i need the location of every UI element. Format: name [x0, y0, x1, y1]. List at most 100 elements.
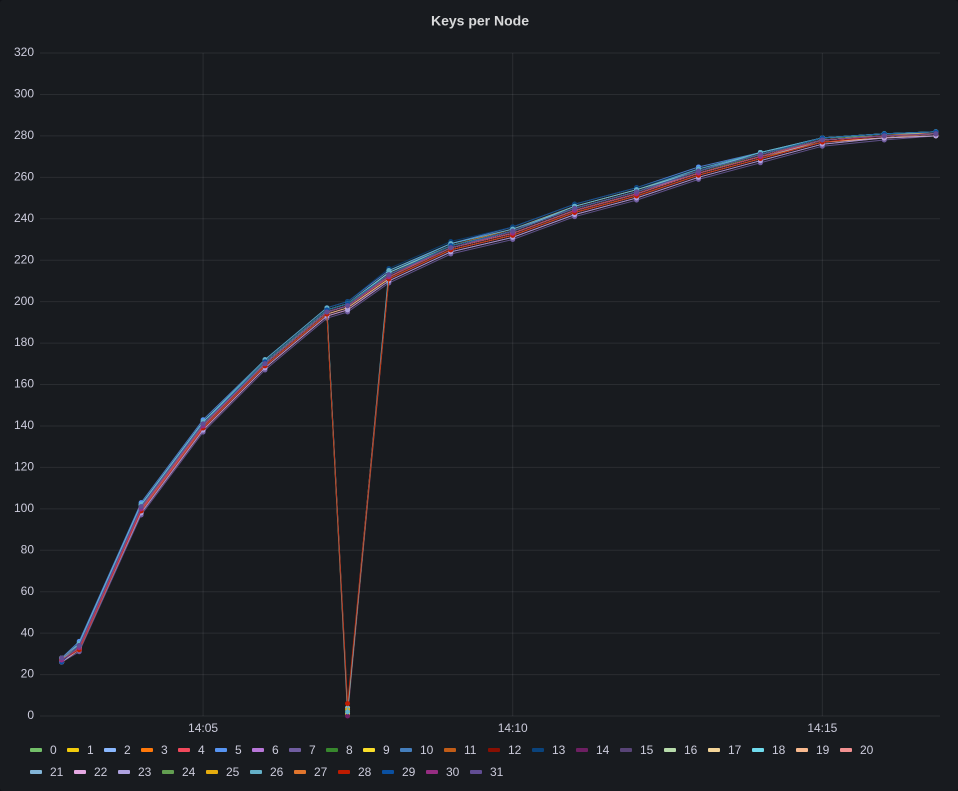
legend-swatch — [470, 770, 482, 774]
legend-swatch — [363, 748, 375, 752]
legend-label: 2 — [124, 743, 131, 757]
x-tick-label: 14:05 — [188, 721, 218, 735]
data-point — [59, 655, 65, 661]
y-tick-label: 260 — [14, 169, 34, 183]
y-tick-label: 200 — [14, 294, 34, 308]
legend-swatch — [326, 748, 338, 752]
y-tick-label: 60 — [21, 584, 35, 598]
data-point — [819, 137, 825, 143]
legend-swatch — [752, 748, 764, 752]
legend-label: 7 — [309, 743, 316, 757]
legend-label: 6 — [272, 743, 279, 757]
legend-swatch — [215, 748, 227, 752]
data-point — [262, 361, 268, 367]
legend-swatch — [250, 770, 262, 774]
data-point — [881, 133, 887, 139]
legend-swatch — [118, 770, 130, 774]
legend-label: 20 — [860, 743, 874, 757]
legend-label: 12 — [508, 743, 522, 757]
data-point — [634, 189, 640, 195]
legend-swatch — [162, 770, 174, 774]
data-point — [138, 504, 144, 510]
y-tick-label: 320 — [14, 45, 34, 59]
x-tick-label: 14:10 — [498, 721, 528, 735]
legend-swatch — [294, 770, 306, 774]
data-point — [200, 421, 206, 427]
legend-swatch — [30, 770, 42, 774]
y-tick-label: 100 — [14, 501, 34, 515]
series — [59, 131, 939, 661]
legend-swatch — [796, 748, 808, 752]
x-tick-label: 14:15 — [807, 721, 837, 735]
chart-title: Keys per Node — [431, 13, 529, 29]
legend-swatch — [576, 748, 588, 752]
legend-label: 31 — [490, 765, 504, 779]
legend-label: 9 — [383, 743, 390, 757]
data-point — [757, 152, 763, 158]
legend-swatch — [708, 748, 720, 752]
legend-swatch — [338, 770, 350, 774]
data-point — [345, 713, 351, 719]
legend-swatch — [74, 770, 86, 774]
y-tick-label: 220 — [14, 252, 34, 266]
legend-label: 24 — [182, 765, 196, 779]
data-point — [76, 643, 82, 649]
legend-label: 16 — [684, 743, 698, 757]
legend-swatch — [664, 748, 676, 752]
legend-label: 30 — [446, 765, 460, 779]
legend-swatch — [400, 748, 412, 752]
legend-label: 10 — [420, 743, 434, 757]
legend-label: 29 — [402, 765, 416, 779]
data-point — [345, 701, 351, 707]
data-point — [695, 168, 701, 174]
legend-label: 18 — [772, 743, 786, 757]
legend-swatch — [382, 770, 394, 774]
legend-label: 1 — [87, 743, 94, 757]
legend-swatch — [620, 748, 632, 752]
legend-label: 4 — [198, 743, 205, 757]
y-tick-label: 180 — [14, 335, 34, 349]
legend-swatch — [30, 748, 42, 752]
y-tick-label: 40 — [21, 625, 35, 639]
data-point — [386, 268, 392, 274]
legend-swatch — [840, 748, 852, 752]
legend-label: 11 — [464, 743, 477, 757]
legend-swatch — [444, 748, 456, 752]
data-point — [345, 303, 351, 309]
y-tick-label: 160 — [14, 377, 34, 391]
data-point — [448, 245, 454, 251]
legend-label: 25 — [226, 765, 240, 779]
legend-label: 21 — [50, 765, 64, 779]
legend-label: 3 — [161, 743, 168, 757]
legend-swatch — [488, 748, 500, 752]
legend-label: 17 — [728, 743, 742, 757]
legend-label: 28 — [358, 765, 372, 779]
legend-label: 27 — [314, 765, 328, 779]
data-point — [324, 309, 330, 315]
legend-swatch — [178, 748, 190, 752]
legend-swatch — [252, 748, 264, 752]
y-tick-label: 120 — [14, 460, 34, 474]
y-tick-label: 0 — [27, 708, 34, 722]
y-tick-label: 20 — [21, 667, 35, 681]
data-point — [386, 272, 392, 278]
y-tick-label: 240 — [14, 211, 34, 225]
legend-label: 15 — [640, 743, 654, 757]
legend-swatch — [426, 770, 438, 774]
data-point — [510, 228, 516, 234]
data-point — [345, 307, 351, 313]
legend-swatch — [206, 770, 218, 774]
y-tick-label: 280 — [14, 128, 34, 142]
data-point — [345, 709, 351, 715]
legend-label: 19 — [816, 743, 830, 757]
legend-swatch — [532, 748, 544, 752]
legend-label: 26 — [270, 765, 284, 779]
legend-label: 23 — [138, 765, 152, 779]
legend-swatch — [141, 748, 153, 752]
y-tick-label: 140 — [14, 418, 34, 432]
y-tick-label: 80 — [21, 542, 35, 556]
y-tick-label: 300 — [14, 87, 34, 101]
